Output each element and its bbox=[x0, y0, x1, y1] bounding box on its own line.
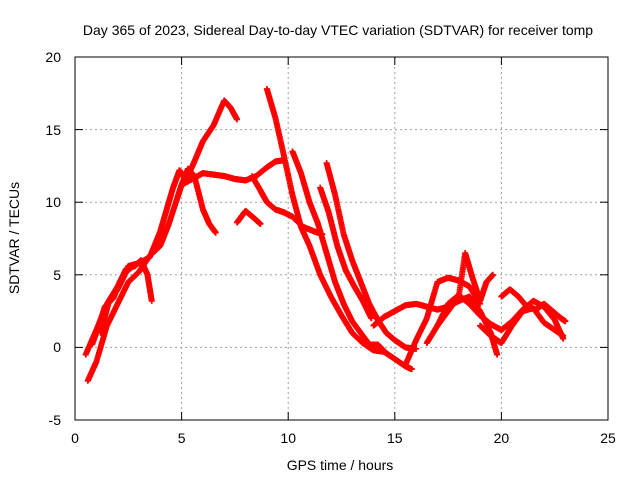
data-point bbox=[140, 258, 147, 265]
y-tick-label: 20 bbox=[45, 49, 61, 65]
data-point bbox=[494, 351, 501, 358]
data-point bbox=[560, 332, 567, 339]
data-point bbox=[489, 271, 496, 278]
y-tick-label: 15 bbox=[45, 122, 61, 138]
series-track-4 bbox=[97, 258, 147, 336]
y-tick-label: 5 bbox=[53, 267, 61, 283]
y-tick-label: 0 bbox=[53, 339, 61, 355]
data-point bbox=[368, 315, 375, 322]
chart-title: Day 365 of 2023, Sidereal Day-to-day VTE… bbox=[83, 22, 593, 38]
series-track-7 bbox=[248, 173, 326, 238]
x-tick-label: 15 bbox=[387, 430, 403, 446]
x-tick-labels: 0 5 10 15 20 25 bbox=[71, 430, 616, 446]
plot-frame bbox=[74, 56, 609, 421]
y-tick-labels: -5 0 5 10 15 20 bbox=[45, 49, 61, 428]
data-point bbox=[212, 229, 219, 236]
series-track-17 bbox=[498, 286, 569, 325]
x-tick-label: 0 bbox=[71, 430, 79, 446]
x-tick-label: 10 bbox=[280, 430, 296, 446]
x-tick-label: 20 bbox=[494, 430, 510, 446]
series-track-11 bbox=[323, 159, 420, 352]
x-axis-label: GPS time / hours bbox=[287, 457, 394, 473]
series-track-6 bbox=[234, 207, 264, 227]
data-point bbox=[562, 318, 569, 325]
data-point bbox=[257, 220, 264, 227]
data-point bbox=[234, 116, 241, 123]
data-point bbox=[408, 366, 415, 373]
data-point bbox=[383, 350, 390, 357]
x-tick-label: 25 bbox=[600, 430, 616, 446]
axis-ticks bbox=[74, 56, 609, 421]
y-axis-label: SDTVAR / TECUs bbox=[6, 182, 22, 294]
x-tick-label: 5 bbox=[178, 430, 186, 446]
data-points bbox=[82, 85, 569, 384]
y-tick-label: -5 bbox=[49, 412, 62, 428]
data-point bbox=[148, 297, 155, 304]
series-track-9 bbox=[289, 148, 390, 357]
y-tick-label: 10 bbox=[45, 194, 61, 210]
grid-lines bbox=[75, 57, 608, 420]
